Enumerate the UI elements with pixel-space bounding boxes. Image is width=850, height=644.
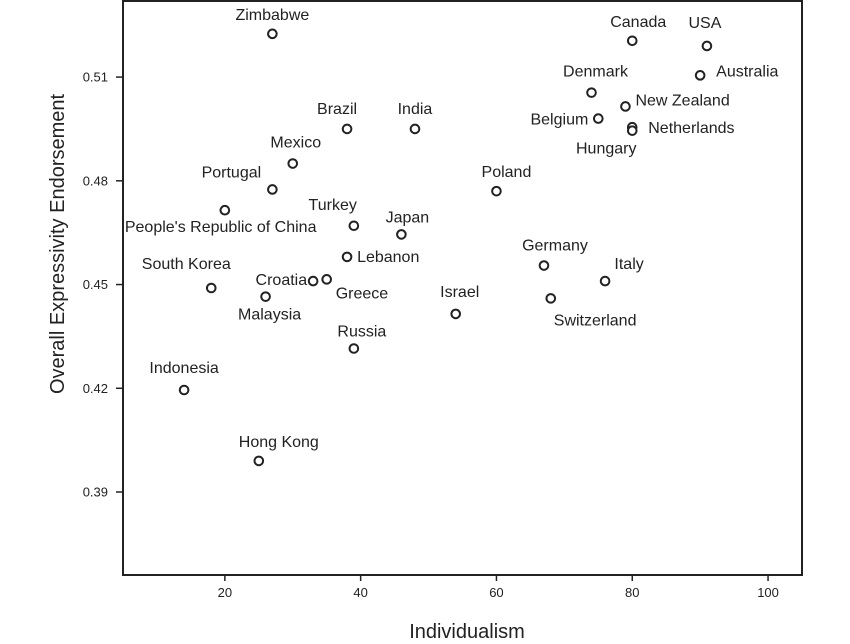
point-label: Denmark <box>563 64 629 81</box>
y-tick-label: 0.42 <box>83 381 108 396</box>
data-point <box>205 282 217 294</box>
point-label: Indonesia <box>149 360 218 377</box>
data-point <box>626 125 638 136</box>
point-label: India <box>398 101 433 118</box>
data-point <box>593 113 604 124</box>
data-point <box>538 260 550 271</box>
point-label: Belgium <box>530 112 588 129</box>
point-label: Israel <box>440 284 479 301</box>
x-axis-title: Individualism <box>409 621 525 643</box>
data-point <box>450 308 462 320</box>
point-label: Greece <box>336 285 389 302</box>
point-label: People's Republic of China <box>125 219 317 236</box>
data-point <box>341 251 353 263</box>
point-label: Zimbabwe <box>235 7 309 24</box>
x-tick-label: 40 <box>353 585 367 600</box>
data-point <box>267 184 278 195</box>
y-axis: 0.39 0.42 0.45 0.48 0.51 <box>83 70 123 500</box>
data-point <box>267 28 278 40</box>
point-label: Brazil <box>317 101 357 118</box>
data-point <box>287 158 299 169</box>
y-tick-label: 0.48 <box>83 173 108 188</box>
point-label: Mexico <box>270 135 321 152</box>
data-point <box>348 220 360 232</box>
data-point <box>545 293 557 304</box>
point-labels: Zimbabwe Canada USA Australia Denmark New Zea… <box>125 7 779 451</box>
data-point <box>253 455 265 467</box>
data-point <box>321 274 333 285</box>
data-point <box>694 70 706 81</box>
data-point <box>348 343 360 354</box>
data-point <box>341 123 353 135</box>
data-point <box>396 229 407 240</box>
point-label: Poland <box>482 164 532 181</box>
y-tick-label: 0.51 <box>83 70 108 85</box>
y-tick-label: 0.45 <box>83 277 108 292</box>
data-point <box>260 291 271 302</box>
point-label: South Korea <box>142 256 231 273</box>
point-label: USA <box>688 15 721 32</box>
data-point <box>491 185 502 197</box>
point-label: Canada <box>610 14 666 31</box>
data-point <box>586 87 597 98</box>
data-point <box>307 275 319 287</box>
point-label: Japan <box>386 209 430 226</box>
x-tick-label: 100 <box>757 585 779 600</box>
data-point <box>626 35 638 47</box>
data-point <box>620 101 631 112</box>
point-label: Germany <box>522 238 588 255</box>
point-label: Hungary <box>576 141 636 158</box>
plot-area <box>122 0 803 576</box>
data-point <box>701 40 713 52</box>
point-label: Switzerland <box>554 312 637 329</box>
plot-border <box>122 0 803 576</box>
point-label: Hong Kong <box>239 434 319 451</box>
point-label: Australia <box>716 63 778 80</box>
point-label: Italy <box>614 256 643 273</box>
point-label: New Zealand <box>635 92 729 109</box>
point-label: Lebanon <box>357 249 419 266</box>
data-point <box>599 275 611 287</box>
y-axis-title: Overall Expressivity Endorsement <box>47 94 69 395</box>
y-tick-label: 0.39 <box>83 485 108 500</box>
point-label: Turkey <box>309 197 357 214</box>
x-tick-label: 80 <box>625 585 639 600</box>
data-point <box>178 384 190 396</box>
data-point <box>409 123 421 135</box>
point-label: Russia <box>337 324 386 341</box>
point-label: Portugal <box>202 164 262 181</box>
data-points <box>178 28 713 467</box>
point-label: Croatia <box>256 272 308 289</box>
x-axis: 20 40 60 80 100 <box>218 575 779 600</box>
point-label: Netherlands <box>648 120 734 137</box>
x-tick-label: 60 <box>489 585 503 600</box>
data-point <box>219 204 231 216</box>
x-tick-label: 20 <box>218 585 232 600</box>
point-label: Malaysia <box>238 307 301 324</box>
